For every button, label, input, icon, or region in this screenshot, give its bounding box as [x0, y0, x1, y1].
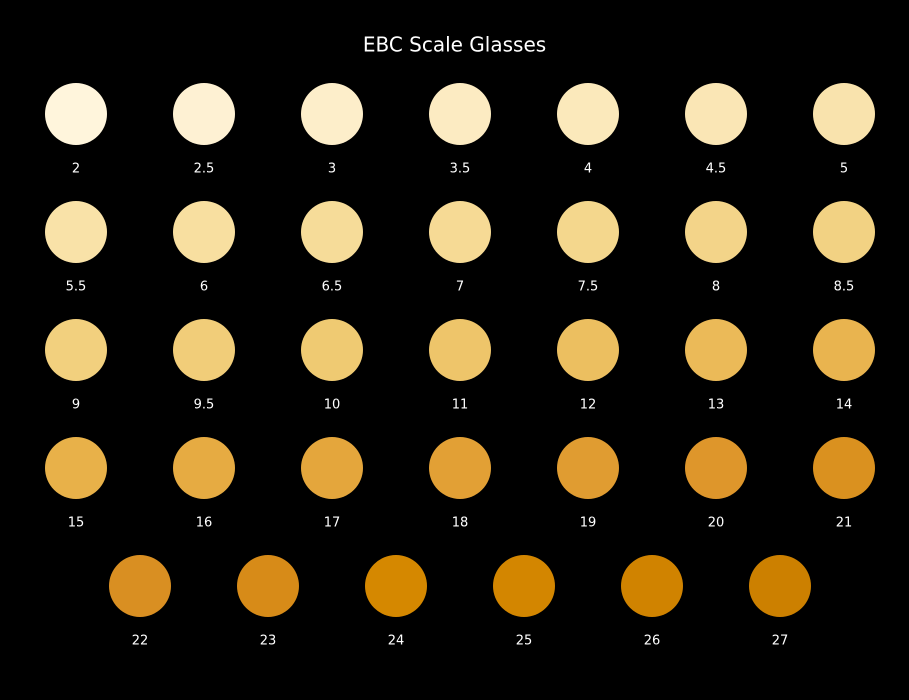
swatch [429, 437, 491, 499]
swatch-label: 5 [840, 162, 848, 177]
swatch [813, 201, 875, 263]
swatch [557, 319, 619, 381]
swatch [429, 319, 491, 381]
swatch-label: 6 [200, 280, 208, 295]
swatch-label: 21 [836, 516, 853, 531]
swatch [301, 319, 363, 381]
swatch-label: 8 [712, 280, 720, 295]
swatch-label: 20 [708, 516, 725, 531]
swatch [493, 555, 555, 617]
swatch [813, 83, 875, 145]
swatch [173, 319, 235, 381]
swatch-label: 6.5 [322, 280, 343, 295]
swatch-label: 13 [708, 398, 725, 413]
swatch-label: 27 [772, 634, 789, 649]
swatch [429, 201, 491, 263]
swatch-label: 9.5 [194, 398, 215, 413]
swatch [237, 555, 299, 617]
swatch-label: 9 [72, 398, 80, 413]
swatch [301, 201, 363, 263]
swatch [685, 437, 747, 499]
swatch-label: 2.5 [194, 162, 215, 177]
swatch [685, 201, 747, 263]
swatch-label: 7 [456, 280, 464, 295]
swatch [557, 83, 619, 145]
swatch [621, 555, 683, 617]
swatch-label: 23 [260, 634, 277, 649]
swatch-label: 3.5 [450, 162, 471, 177]
swatch [557, 437, 619, 499]
swatch [173, 437, 235, 499]
swatch [45, 437, 107, 499]
swatch-label: 24 [388, 634, 405, 649]
swatch-label: 7.5 [578, 280, 599, 295]
swatch [685, 83, 747, 145]
swatch-label: 25 [516, 634, 533, 649]
swatch [813, 319, 875, 381]
swatch-label: 19 [580, 516, 597, 531]
swatch [173, 83, 235, 145]
swatch [45, 83, 107, 145]
swatch-label: 11 [452, 398, 469, 413]
swatch-label: 26 [644, 634, 661, 649]
swatch-label: 8.5 [834, 280, 855, 295]
swatch-label: 3 [328, 162, 336, 177]
swatch-label: 17 [324, 516, 341, 531]
swatch [429, 83, 491, 145]
swatch [685, 319, 747, 381]
swatch [749, 555, 811, 617]
swatch-label: 10 [324, 398, 341, 413]
swatch-label: 12 [580, 398, 597, 413]
swatch [557, 201, 619, 263]
swatch-label: 4.5 [706, 162, 727, 177]
swatch-label: 22 [132, 634, 149, 649]
swatch-label: 2 [72, 162, 80, 177]
swatch [45, 319, 107, 381]
title: EBC Scale Glasses [363, 33, 546, 57]
swatch-label: 5.5 [66, 280, 87, 295]
swatch [365, 555, 427, 617]
swatch [813, 437, 875, 499]
swatch-label: 16 [196, 516, 213, 531]
swatch [301, 83, 363, 145]
swatch-label: 15 [68, 516, 85, 531]
swatch-label: 4 [584, 162, 592, 177]
swatch [173, 201, 235, 263]
swatch [301, 437, 363, 499]
swatch [45, 201, 107, 263]
swatch-label: 18 [452, 516, 469, 531]
swatch [109, 555, 171, 617]
swatch-label: 14 [836, 398, 853, 413]
